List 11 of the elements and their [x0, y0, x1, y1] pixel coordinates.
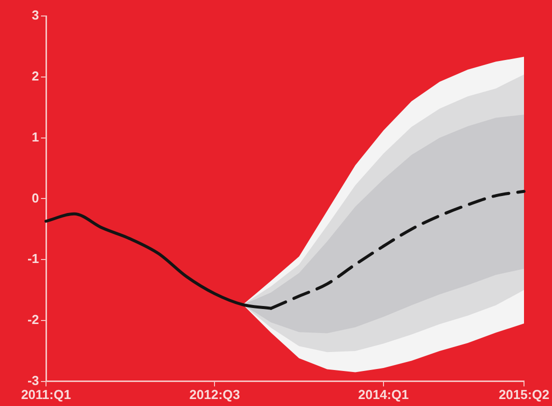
x-tick-label: 2015:Q2	[498, 386, 550, 402]
y-tick-label: -2	[27, 312, 39, 328]
y-tick-label: 3	[32, 8, 39, 23]
x-tick-label: 2014:Q1	[358, 386, 409, 402]
x-tick-label: 2011:Q1	[21, 386, 71, 402]
x-tick-label: 2012:Q3	[189, 386, 240, 402]
y-tick-label: 1	[32, 129, 39, 144]
y-tick-label: -1	[27, 251, 39, 266]
y-tick-label: -3	[27, 372, 39, 388]
y-tick-label: 0	[32, 190, 39, 206]
y-tick-label: 2	[32, 68, 39, 84]
